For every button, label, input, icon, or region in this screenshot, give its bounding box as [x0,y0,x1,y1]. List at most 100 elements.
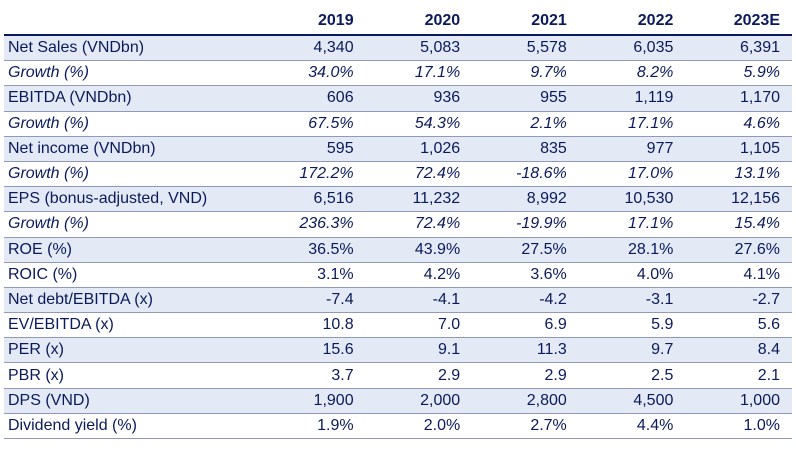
row-value: 72.4% [365,161,473,188]
row-value: 977 [578,136,686,162]
row-value: 936 [365,85,473,112]
row-value: 5,578 [472,35,579,62]
row-value: 1.9% [259,413,366,440]
row-value: 5.9% [685,60,792,87]
row-label: Dividend yield (%) [4,413,259,440]
row-label: Growth (%) [4,161,259,188]
row-value: -4.2 [472,287,579,314]
table-row: ROIC (%) 3.1% 4.2% 3.6% 4.0% 4.1% [4,262,792,288]
row-value: 27.5% [472,237,579,263]
row-value: 12,156 [685,186,792,213]
row-value: 1,170 [685,85,792,112]
row-value: 9.1 [365,337,473,364]
row-label: PBR (x) [4,362,259,389]
row-value: 2.7% [472,413,579,440]
row-value: 9.7 [578,337,686,364]
row-value: 4.0% [578,262,686,288]
row-value: 606 [259,85,366,112]
row-value: 17.1% [578,111,686,137]
row-value: 236.3% [259,211,366,238]
table-row: Net income (VNDbn) 595 1,026 835 977 1,105 [4,136,792,162]
financial-table: 2019 2020 2021 2022 2023E Net Sales (VND… [4,0,792,440]
table-row: EPS (bonus-adjusted, VND) 6,516 11,232 8,99… [4,186,792,213]
row-value: 17.1% [365,60,473,87]
row-value: 1,119 [578,85,686,112]
header-cell-label [4,0,259,36]
row-value: 6,516 [259,186,366,213]
row-value: 67.5% [259,111,366,137]
row-value: 6,035 [578,35,686,62]
row-value: 2.9 [365,362,473,389]
row-value: 1,105 [685,136,792,162]
row-label: EBITDA (VNDbn) [4,85,259,112]
row-value: 955 [472,85,579,112]
header-cell-2020: 2020 [365,0,473,36]
row-value: 27.6% [685,237,792,263]
row-label: Growth (%) [4,111,259,137]
table-row: Growth (%) 34.0% 17.1% 9.7% 8.2% 5.9% [4,60,792,87]
row-value: 172.2% [259,161,366,188]
row-label: Net debt/EBITDA (x) [4,287,259,314]
row-value: 11.3 [472,337,579,364]
header-cell-2021: 2021 [472,0,579,36]
row-value: 36.5% [259,237,366,263]
row-value: 5,083 [365,35,473,62]
row-value: 13.1% [685,161,792,188]
row-value: 4,340 [259,35,366,62]
row-value: 4.4% [578,413,686,440]
row-value: 8.4 [685,337,792,364]
row-value: 5.9 [578,312,686,339]
row-label: ROE (%) [4,237,259,263]
row-label: Growth (%) [4,211,259,238]
row-value: 4.1% [685,262,792,288]
row-value: 54.3% [365,111,473,137]
row-value: 7.0 [365,312,473,339]
row-label: DPS (VND) [4,388,259,414]
table-row: Growth (%) 172.2% 72.4% -18.6% 17.0% 13.1% [4,161,792,188]
row-value: 1,000 [685,388,792,414]
row-value: -4.1 [365,287,473,314]
row-value: 2,800 [472,388,579,414]
row-value: 10.8 [259,312,366,339]
row-value: 2.0% [365,413,473,440]
table-row: Net Sales (VNDbn) 4,340 5,083 5,578 6,035 6,3… [4,35,792,62]
row-value: 1.0% [685,413,792,440]
row-value: 43.9% [365,237,473,263]
row-value: 4.6% [685,111,792,137]
row-value: 17.1% [578,211,686,238]
row-value: 9.7% [472,60,579,87]
table-body: Net Sales (VNDbn) 4,340 5,083 5,578 6,035 6,3… [4,35,792,440]
table-row: PER (x) 15.6 9.1 11.3 9.7 8.4 [4,337,792,364]
row-value: 10,530 [578,186,686,213]
header-cell-2019: 2019 [259,0,366,36]
header-cell-2022: 2022 [578,0,686,36]
row-value: 17.0% [578,161,686,188]
table-row: Growth (%) 236.3% 72.4% -19.9% 17.1% 15.4% [4,211,792,238]
table-row: Dividend yield (%) 1.9% 2.0% 2.7% 4.4% 1.0% [4,413,792,440]
row-label: ROIC (%) [4,262,259,288]
row-value: -3.1 [578,287,686,314]
row-value: 1,900 [259,388,366,414]
row-value: 4,500 [578,388,686,414]
row-value: 2.5 [578,362,686,389]
row-value: -2.7 [685,287,792,314]
row-label: EV/EBITDA (x) [4,312,259,339]
table-row: Growth (%) 67.5% 54.3% 2.1% 17.1% 4.6% [4,111,792,137]
row-label: Net Sales (VNDbn) [4,35,259,62]
row-value: -18.6% [472,161,579,188]
row-label: Growth (%) [4,60,259,87]
row-value: 6.9 [472,312,579,339]
row-label: EPS (bonus-adjusted, VND) [4,186,259,213]
row-value: 3.1% [259,262,366,288]
table-row: ROE (%) 36.5% 43.9% 27.5% 28.1% 27.6% [4,237,792,263]
row-value: 72.4% [365,211,473,238]
row-value: 2.1% [472,111,579,137]
row-value: 6,391 [685,35,792,62]
row-value: 2,000 [365,388,473,414]
row-value: 8.2% [578,60,686,87]
table-row: EV/EBITDA (x) 10.8 7.0 6.9 5.9 5.6 [4,312,792,339]
row-label: Net income (VNDbn) [4,136,259,162]
row-value: 11,232 [365,186,473,213]
row-value: -7.4 [259,287,366,314]
table-row: Net debt/EBITDA (x) -7.4 -4.1 -4.2 -3.1 -2.7 [4,287,792,314]
